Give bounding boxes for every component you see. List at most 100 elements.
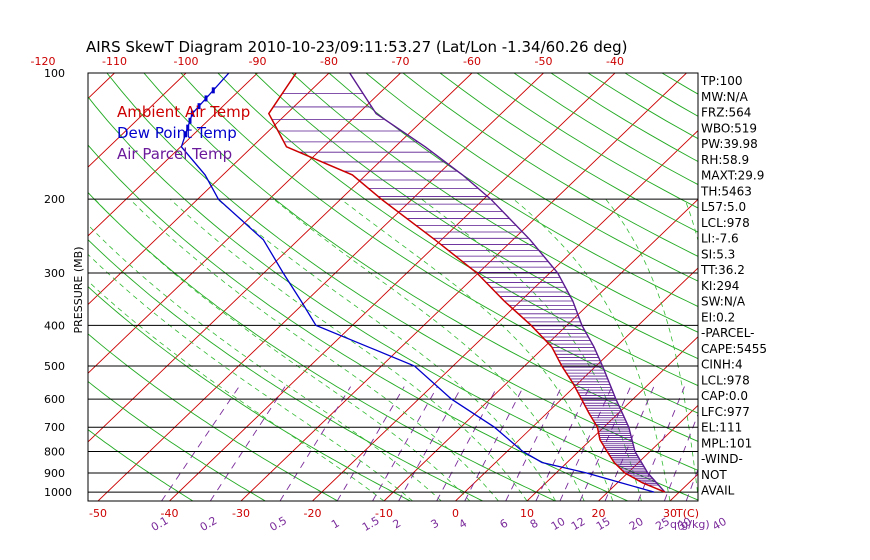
top-temp-tick-label: -70 bbox=[392, 55, 410, 68]
ambient-air-temp-line bbox=[267, 73, 666, 493]
stat-pw-39-98: PW:39.98 bbox=[701, 137, 758, 151]
bottom-temp-tick-label: 20 bbox=[592, 507, 606, 520]
pressure-tick-label: 600 bbox=[44, 393, 65, 406]
isotherm-line bbox=[669, 473, 698, 501]
mixing-ratio-label: 20 bbox=[627, 515, 646, 533]
mixing-ratio-line bbox=[464, 386, 524, 501]
bottom-temp-tick-label: 30 bbox=[663, 507, 677, 520]
dry-adiabat-line bbox=[291, 73, 698, 333]
mixing-ratio-line bbox=[336, 386, 405, 501]
top-temp-tick-label: -80 bbox=[320, 55, 338, 68]
dry-adiabat-line bbox=[661, 73, 698, 95]
moist-adiabat-line bbox=[340, 198, 614, 501]
top-axis-unit: T(C) bbox=[675, 507, 699, 520]
mixing-ratio-label: 12 bbox=[569, 515, 588, 533]
stat-cap-0-0: CAP:0.0 bbox=[701, 389, 748, 403]
dry-adiabat-line bbox=[88, 286, 411, 501]
stat-th-5463: TH:5463 bbox=[700, 184, 752, 198]
dry-adiabat-line bbox=[88, 429, 194, 501]
bottom-temp-tick-label: 10 bbox=[520, 507, 534, 520]
dry-adiabat-line bbox=[773, 73, 870, 501]
stat-not: NOT bbox=[701, 468, 727, 482]
dry-adiabat-line bbox=[217, 73, 698, 387]
top-temp-tick-label: -110 bbox=[102, 55, 127, 68]
top-temp-tick-label: -100 bbox=[174, 55, 199, 68]
bottom-temp-tick-label: -40 bbox=[161, 507, 179, 520]
moist-adiabat-line bbox=[273, 198, 585, 501]
dry-adiabat-line bbox=[328, 73, 698, 308]
dry-adiabat-line bbox=[88, 380, 266, 501]
moist-adiabat-line bbox=[88, 224, 442, 501]
stat-parcel: -PARCEL- bbox=[701, 326, 755, 340]
bottom-temp-tick-label: -30 bbox=[232, 507, 250, 520]
moist-adiabat-line bbox=[170, 198, 528, 501]
legend-air-parcel-temp: Air Parcel Temp bbox=[117, 145, 232, 163]
pressure-tick-label: 100 bbox=[44, 67, 65, 80]
bottom-temp-tick-label: -50 bbox=[89, 507, 107, 520]
dry-adiabat-line bbox=[143, 73, 698, 442]
stat-cape-5455: CAPE:5455 bbox=[701, 342, 767, 356]
stat-el-111: EL:111 bbox=[701, 421, 742, 435]
mixing-ratio-label: 2 bbox=[391, 517, 404, 532]
dry-adiabat-line bbox=[810, 73, 870, 501]
stat-lcl-978: LCL:978 bbox=[701, 373, 750, 387]
dry-adiabat-line bbox=[365, 73, 698, 282]
mixing-ratio-line bbox=[209, 386, 286, 501]
dry-adiabat-line bbox=[402, 73, 698, 257]
mixing-ratio-line bbox=[398, 386, 463, 501]
moist-adiabat-line bbox=[88, 280, 385, 501]
stat-lfc-977: LFC:977 bbox=[701, 405, 750, 419]
legend: Ambient Air Temp Dew Point Temp Air Parc… bbox=[117, 103, 250, 163]
mixing-ratio-label: 1 bbox=[329, 517, 342, 532]
top-temp-tick-label: -90 bbox=[249, 55, 267, 68]
moist-adiabat-line bbox=[94, 198, 471, 501]
stat-si-5-3: SI:5.3 bbox=[701, 247, 735, 261]
isotherm-line bbox=[88, 73, 258, 237]
stat-avail: AVAIL bbox=[701, 484, 735, 498]
moist-adiabat-line bbox=[217, 198, 556, 501]
isotherm-line bbox=[813, 73, 870, 501]
dry-adiabat-line bbox=[106, 73, 698, 471]
air-parcel-temp-line bbox=[349, 73, 666, 493]
dew-point-temp-line bbox=[180, 73, 655, 493]
stat-cinh-4: CINH:4 bbox=[701, 358, 743, 372]
mixing-ratio-label: 0.5 bbox=[267, 514, 289, 534]
mixing-ratio-line bbox=[372, 386, 438, 501]
isotherm-line bbox=[0, 73, 43, 501]
bottom-temp-tick-label: -10 bbox=[375, 507, 393, 520]
mixing-ratio-label: 40 bbox=[710, 515, 729, 533]
plot-frame bbox=[87, 72, 699, 502]
top-temp-tick-label: -120 bbox=[31, 55, 56, 68]
mixing-ratio-line bbox=[579, 386, 631, 501]
isotherm-line bbox=[742, 73, 870, 501]
pressure-tick-label: 300 bbox=[44, 267, 65, 280]
isotherm-line bbox=[88, 73, 330, 306]
pressure-tick-label: 900 bbox=[44, 467, 65, 480]
isotherm-line bbox=[526, 336, 698, 501]
top-temp-tick-label: -60 bbox=[463, 55, 481, 68]
mixing-ratio-label: 0.2 bbox=[198, 514, 220, 534]
stat-ki-294: KI:294 bbox=[701, 279, 739, 293]
pressure-tick-label: 400 bbox=[44, 319, 65, 332]
dry-adiabat-line bbox=[88, 239, 484, 501]
mixing-ratio-label: 10 bbox=[549, 515, 568, 533]
isotherm-line bbox=[97, 73, 544, 501]
top-temp-tick-label: -40 bbox=[606, 55, 624, 68]
moist-adiabat-line bbox=[605, 198, 698, 500]
stat-lcl-978: LCL:978 bbox=[701, 216, 750, 230]
stat-tt-36-2: TT:36.2 bbox=[700, 263, 745, 277]
mixing-ratio-label: 8 bbox=[528, 517, 541, 532]
dry-adiabat-line bbox=[88, 333, 339, 501]
mixing-ratio-line bbox=[279, 386, 351, 501]
mixing-ratio-label: 3 bbox=[429, 517, 442, 532]
isotherm-line bbox=[88, 73, 187, 168]
mixing-ratio-label: 4 bbox=[457, 517, 470, 532]
stat-mw-n-a: MW:N/A bbox=[701, 90, 749, 104]
top-temp-tick-label: -50 bbox=[535, 55, 553, 68]
pressure-tick-label: 700 bbox=[44, 421, 65, 434]
dry-adiabat-line bbox=[88, 144, 629, 501]
dry-adiabat-line bbox=[254, 73, 698, 360]
stat-li-7-6: LI:-7.6 bbox=[701, 232, 739, 246]
